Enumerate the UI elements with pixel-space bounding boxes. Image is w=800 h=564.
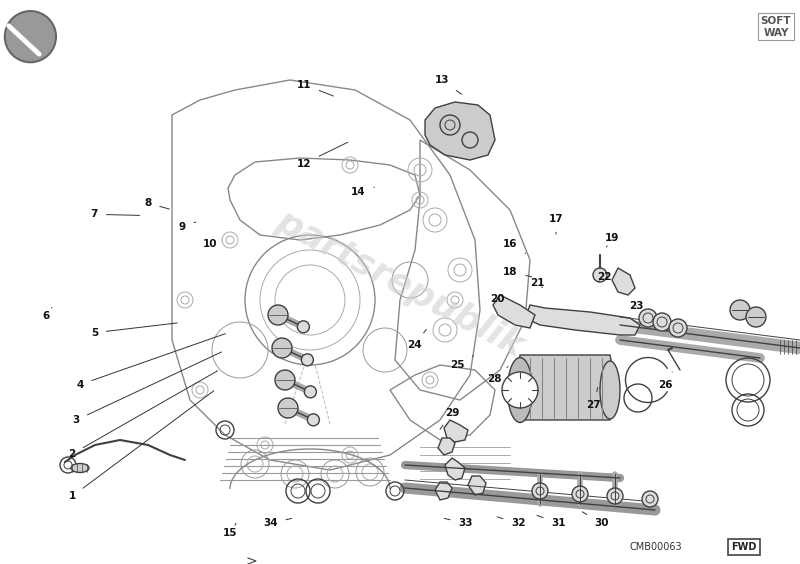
Ellipse shape [600,361,620,419]
Text: 29: 29 [440,408,459,429]
Polygon shape [468,476,486,495]
Circle shape [642,491,658,507]
Circle shape [275,370,295,390]
Circle shape [746,307,766,327]
Text: 4: 4 [76,334,226,390]
Polygon shape [435,482,452,500]
Text: FWD: FWD [731,541,757,552]
Ellipse shape [71,464,89,473]
Text: 19: 19 [605,233,619,247]
Text: 14: 14 [351,187,374,197]
Text: 2: 2 [68,371,218,459]
Circle shape [639,309,657,327]
Text: partsrepublik: partsrepublik [270,204,530,364]
Text: 27: 27 [586,387,601,410]
Text: 31: 31 [537,515,566,528]
Text: 3: 3 [72,352,222,425]
Text: 9: 9 [179,222,196,232]
Polygon shape [515,355,615,420]
Circle shape [502,372,538,408]
Polygon shape [444,420,468,442]
Text: 7: 7 [90,209,140,219]
Text: 34: 34 [263,518,292,528]
Text: 30: 30 [582,512,609,528]
Text: CMB00063: CMB00063 [630,541,682,552]
Circle shape [268,305,288,325]
Text: 10: 10 [202,239,217,249]
Text: 15: 15 [223,523,238,538]
Polygon shape [525,305,640,335]
Text: 17: 17 [549,214,563,234]
Text: 18: 18 [503,267,532,277]
Text: 13: 13 [434,75,462,94]
Text: 24: 24 [407,329,426,350]
Text: 26: 26 [658,372,673,390]
Text: 16: 16 [503,239,526,253]
Text: 20: 20 [490,294,505,304]
Circle shape [272,338,292,358]
Text: 5: 5 [90,323,178,338]
Text: 1: 1 [68,391,214,501]
Polygon shape [425,102,495,160]
Circle shape [278,398,298,418]
Text: 22: 22 [597,272,611,283]
Text: 8: 8 [144,198,170,209]
Circle shape [298,321,310,333]
Text: SOFT
WAY: SOFT WAY [761,16,791,38]
Circle shape [302,354,314,366]
Text: 11: 11 [297,80,334,96]
Circle shape [307,414,319,426]
Polygon shape [612,268,635,295]
Circle shape [607,488,623,504]
Circle shape [532,483,548,499]
Polygon shape [493,295,535,328]
Circle shape [669,319,687,337]
Text: 33: 33 [444,518,473,528]
Ellipse shape [507,358,533,422]
Circle shape [572,486,588,502]
Text: 21: 21 [530,278,545,288]
Text: 32: 32 [497,517,526,528]
Polygon shape [438,438,455,455]
Circle shape [304,386,316,398]
Text: 23: 23 [629,301,643,311]
Circle shape [593,268,607,282]
Circle shape [730,300,750,320]
Circle shape [653,313,671,331]
Text: 28: 28 [487,367,508,384]
Circle shape [5,11,56,62]
Text: 6: 6 [42,307,52,321]
Text: 12: 12 [297,142,348,169]
Text: 25: 25 [450,356,474,371]
Polygon shape [445,458,465,480]
